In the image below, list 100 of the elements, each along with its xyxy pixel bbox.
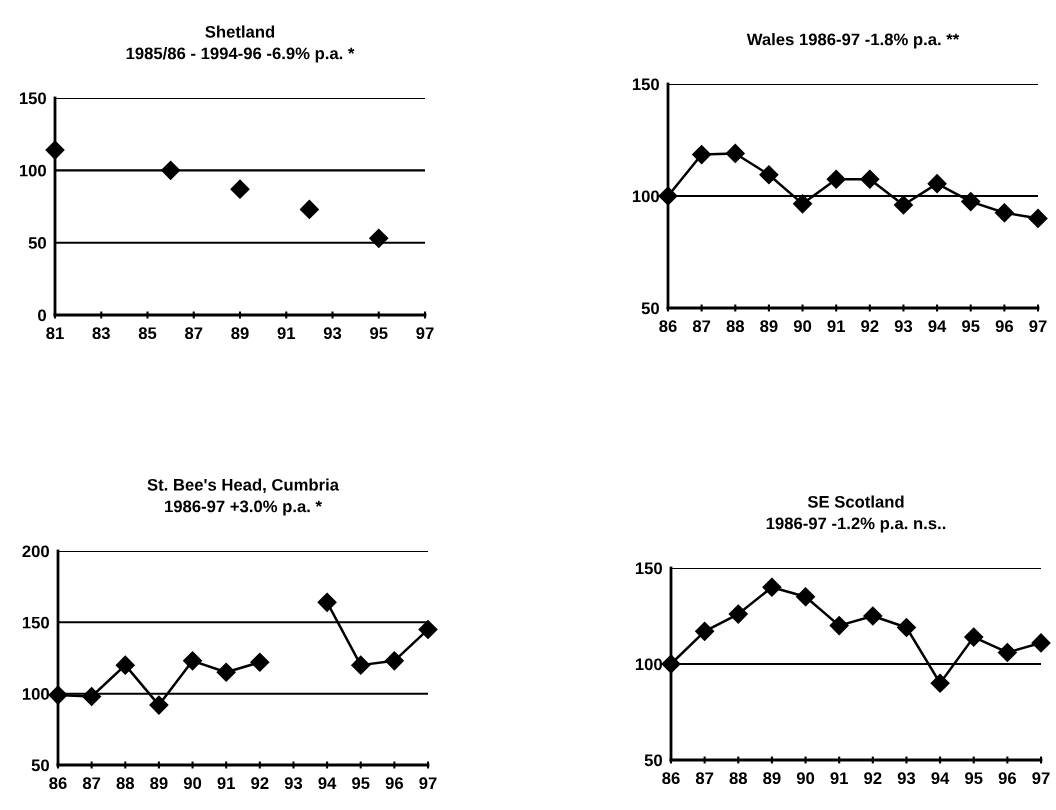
point: [82, 686, 102, 707]
x-tick-label: 95: [370, 327, 388, 340]
point: [961, 192, 981, 212]
point: [762, 577, 782, 597]
x-tick-label: 94: [928, 320, 947, 333]
point: [183, 651, 203, 671]
point: [250, 652, 270, 672]
point: [369, 228, 389, 248]
x-tick-label: 89: [760, 320, 778, 333]
x-tick-label: 91: [277, 327, 296, 340]
point: [115, 655, 135, 675]
point: [829, 616, 849, 636]
x-tick-label: 93: [897, 772, 916, 785]
x-tick-label: 89: [763, 772, 781, 785]
point: [796, 587, 816, 607]
y-tick-label: 0: [38, 309, 46, 322]
point: [230, 179, 250, 199]
x-tick-label: 81: [46, 327, 64, 340]
y-tick-label: 150: [632, 78, 659, 91]
y-tick-label: 100: [635, 658, 662, 671]
point: [1028, 208, 1048, 228]
point: [299, 199, 319, 219]
x-tick-label: 96: [998, 772, 1017, 785]
x-tick-label: 89: [150, 777, 168, 790]
x-tick-label: 91: [827, 320, 845, 333]
point: [661, 654, 681, 674]
point: [161, 160, 181, 180]
x-tick-label: 90: [183, 777, 202, 790]
point: [930, 673, 950, 693]
x-tick-label: 90: [793, 320, 812, 333]
x-tick-label: 93: [284, 777, 303, 790]
x-tick-label: 96: [995, 320, 1014, 333]
x-tick-label: 92: [864, 772, 882, 785]
point: [725, 143, 745, 163]
point: [896, 617, 916, 638]
y-tick-label: 50: [641, 302, 659, 315]
x-tick-label: 97: [1029, 320, 1047, 333]
y-tick-label: 150: [22, 616, 49, 629]
x-tick-label: 91: [217, 777, 235, 790]
x-tick-label: 87: [692, 320, 711, 333]
x-tick-label: 87: [82, 777, 101, 790]
point: [418, 619, 438, 640]
point: [317, 592, 337, 612]
y-tick-label: 150: [19, 92, 46, 105]
x-tick-label: 86: [49, 777, 67, 790]
y-tick-label: 50: [31, 759, 49, 772]
x-tick-label: 94: [931, 772, 950, 785]
point: [927, 174, 947, 194]
point: [994, 203, 1014, 223]
x-tick-label: 90: [796, 772, 815, 785]
chart-title: Wales 1986-97 -1.8% p.a. **: [746, 33, 960, 49]
point: [893, 195, 913, 215]
chart-title: Shetland 1985/86 - 1994-96 -6.9% p.a. *: [126, 25, 355, 63]
x-tick-label: 86: [659, 320, 677, 333]
point: [48, 685, 68, 705]
x-tick-label: 85: [138, 327, 157, 340]
point: [793, 194, 813, 214]
x-tick-label: 88: [726, 320, 745, 333]
x-tick-label: 95: [962, 320, 980, 333]
point: [692, 145, 712, 165]
x-tick-label: 87: [695, 772, 714, 785]
point: [384, 651, 404, 671]
x-tick-label: 83: [92, 327, 110, 340]
chart-title: SE Scotland 1986-97 -1.2% p.a. n.s..: [766, 495, 946, 533]
x-tick-label: 97: [419, 777, 437, 790]
point: [863, 606, 883, 626]
y-tick-label: 50: [644, 754, 662, 767]
point: [826, 169, 846, 189]
x-tick-label: 94: [318, 777, 337, 790]
y-tick-label: 200: [22, 545, 49, 558]
y-tick-label: 100: [19, 164, 46, 177]
point: [964, 627, 984, 647]
x-tick-label: 93: [323, 327, 342, 340]
x-tick-label: 87: [185, 327, 203, 340]
point: [351, 655, 371, 675]
y-tick-label: 100: [632, 190, 659, 203]
point: [216, 662, 236, 682]
x-tick-label: 91: [830, 772, 848, 785]
point: [728, 604, 748, 624]
y-tick-label: 100: [22, 688, 49, 700]
point: [997, 642, 1017, 663]
x-tick-label: 96: [385, 777, 404, 790]
point: [45, 140, 65, 160]
chart-title: St. Bee's Head, Cumbria 1986-97 +3.0% p.a. *: [147, 478, 340, 516]
x-tick-label: 95: [352, 777, 370, 790]
x-tick-label: 97: [416, 327, 434, 340]
x-tick-label: 89: [231, 327, 249, 340]
x-tick-label: 95: [965, 772, 983, 785]
point: [1031, 633, 1051, 653]
x-tick-label: 86: [662, 772, 680, 785]
y-tick-label: 50: [28, 237, 46, 249]
x-tick-label: 88: [729, 772, 748, 785]
x-tick-label: 97: [1032, 772, 1050, 785]
point: [695, 621, 715, 641]
point: [658, 186, 678, 206]
x-tick-label: 93: [894, 320, 913, 333]
point: [759, 165, 779, 185]
point: [149, 695, 169, 715]
point: [860, 169, 880, 189]
x-tick-label: 92: [861, 320, 879, 333]
